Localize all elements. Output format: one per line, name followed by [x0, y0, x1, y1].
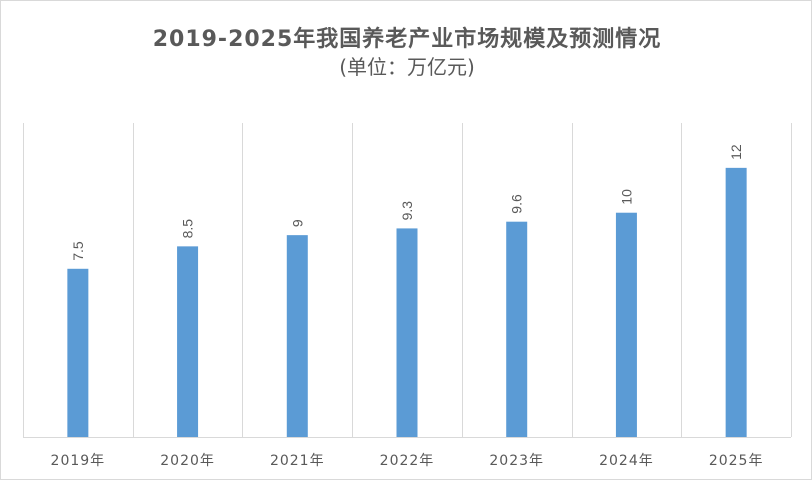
x-tick-label: 2021年 — [270, 453, 325, 469]
data-label: 8.5 — [180, 219, 196, 239]
bar — [615, 212, 637, 437]
chart-subtitle: (单位：万亿元) — [339, 55, 475, 79]
x-tick-label: 2023年 — [489, 453, 544, 469]
x-tick-label: 2020年 — [160, 453, 215, 469]
bar — [396, 228, 418, 437]
bar — [177, 246, 199, 437]
x-tick-label: 2025年 — [709, 453, 764, 469]
data-label: 9.3 — [399, 201, 415, 221]
data-label: 7.5 — [70, 241, 86, 261]
x-tick-label: 2019年 — [51, 453, 106, 469]
data-label: 9.6 — [509, 194, 525, 214]
x-tick-label: 2022年 — [380, 453, 435, 469]
bar — [286, 235, 308, 437]
bar — [725, 167, 747, 437]
chart-title: 2019-2025年我国养老产业市场规模及预测情况 — [152, 27, 662, 52]
data-label: 12 — [728, 144, 744, 160]
bar — [506, 221, 528, 437]
x-tick-label: 2024年 — [599, 453, 654, 469]
data-label: 9 — [289, 219, 305, 227]
data-label: 10 — [618, 189, 634, 205]
bar — [67, 268, 89, 437]
